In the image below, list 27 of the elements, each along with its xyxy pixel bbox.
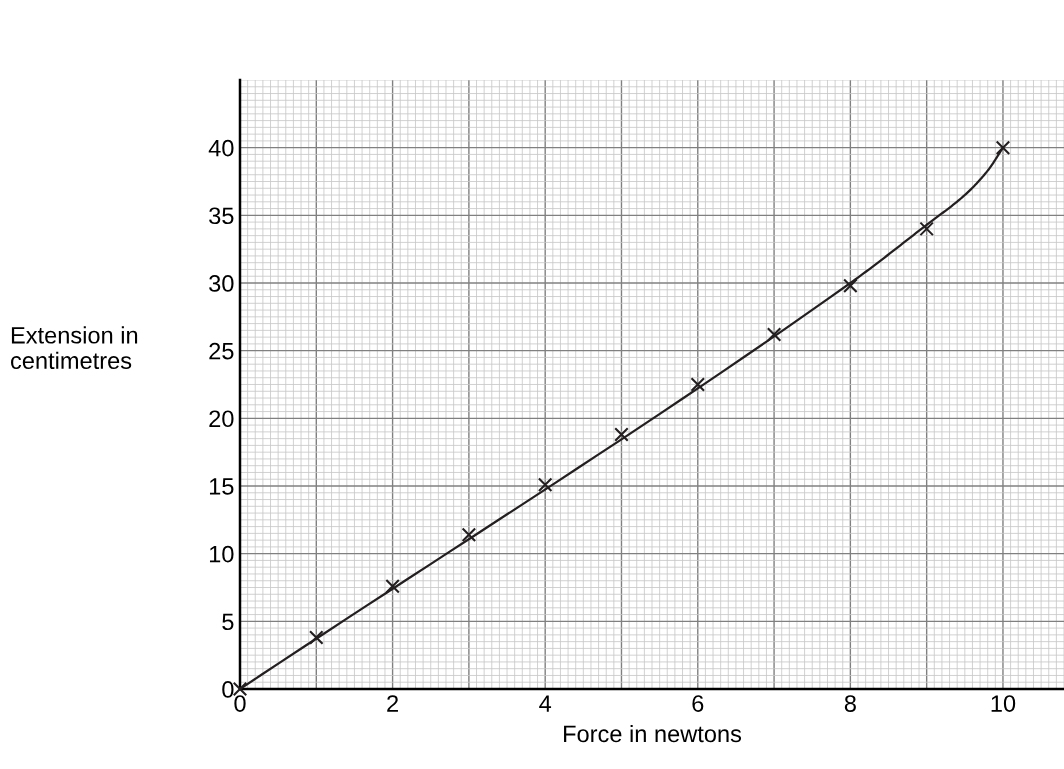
x-tick-label: 10 bbox=[991, 695, 1016, 712]
y-axis-title: Extension in centimetres bbox=[11, 326, 138, 370]
point bbox=[537, 477, 553, 492]
y-tick-label: 30 bbox=[209, 275, 234, 292]
y-tick-label: 25 bbox=[209, 342, 234, 360]
point bbox=[461, 527, 477, 543]
x-tick-label: 0 bbox=[234, 695, 246, 712]
point bbox=[843, 278, 858, 293]
x-tick-label: 6 bbox=[692, 695, 704, 712]
point bbox=[919, 221, 934, 237]
point bbox=[309, 630, 324, 645]
point bbox=[690, 377, 706, 392]
x-axis-title: Force in newtons bbox=[564, 724, 742, 743]
point bbox=[614, 427, 629, 442]
y-tick-label: 0 bbox=[222, 681, 234, 698]
x-tick-label: 4 bbox=[539, 695, 552, 712]
y-tick-label: 10 bbox=[209, 545, 234, 563]
y-tick-label: 5 bbox=[222, 613, 234, 631]
point bbox=[385, 578, 400, 594]
y-tick-label: 20 bbox=[209, 410, 234, 428]
x-tick-label: 2 bbox=[387, 695, 398, 712]
y-tick-label: 35 bbox=[209, 207, 234, 225]
point bbox=[995, 140, 1011, 155]
y-tick-label: 40 bbox=[208, 139, 234, 157]
point bbox=[766, 327, 782, 342]
y-tick-label: 15 bbox=[209, 478, 234, 495]
x-tick-label: 8 bbox=[844, 695, 856, 712]
